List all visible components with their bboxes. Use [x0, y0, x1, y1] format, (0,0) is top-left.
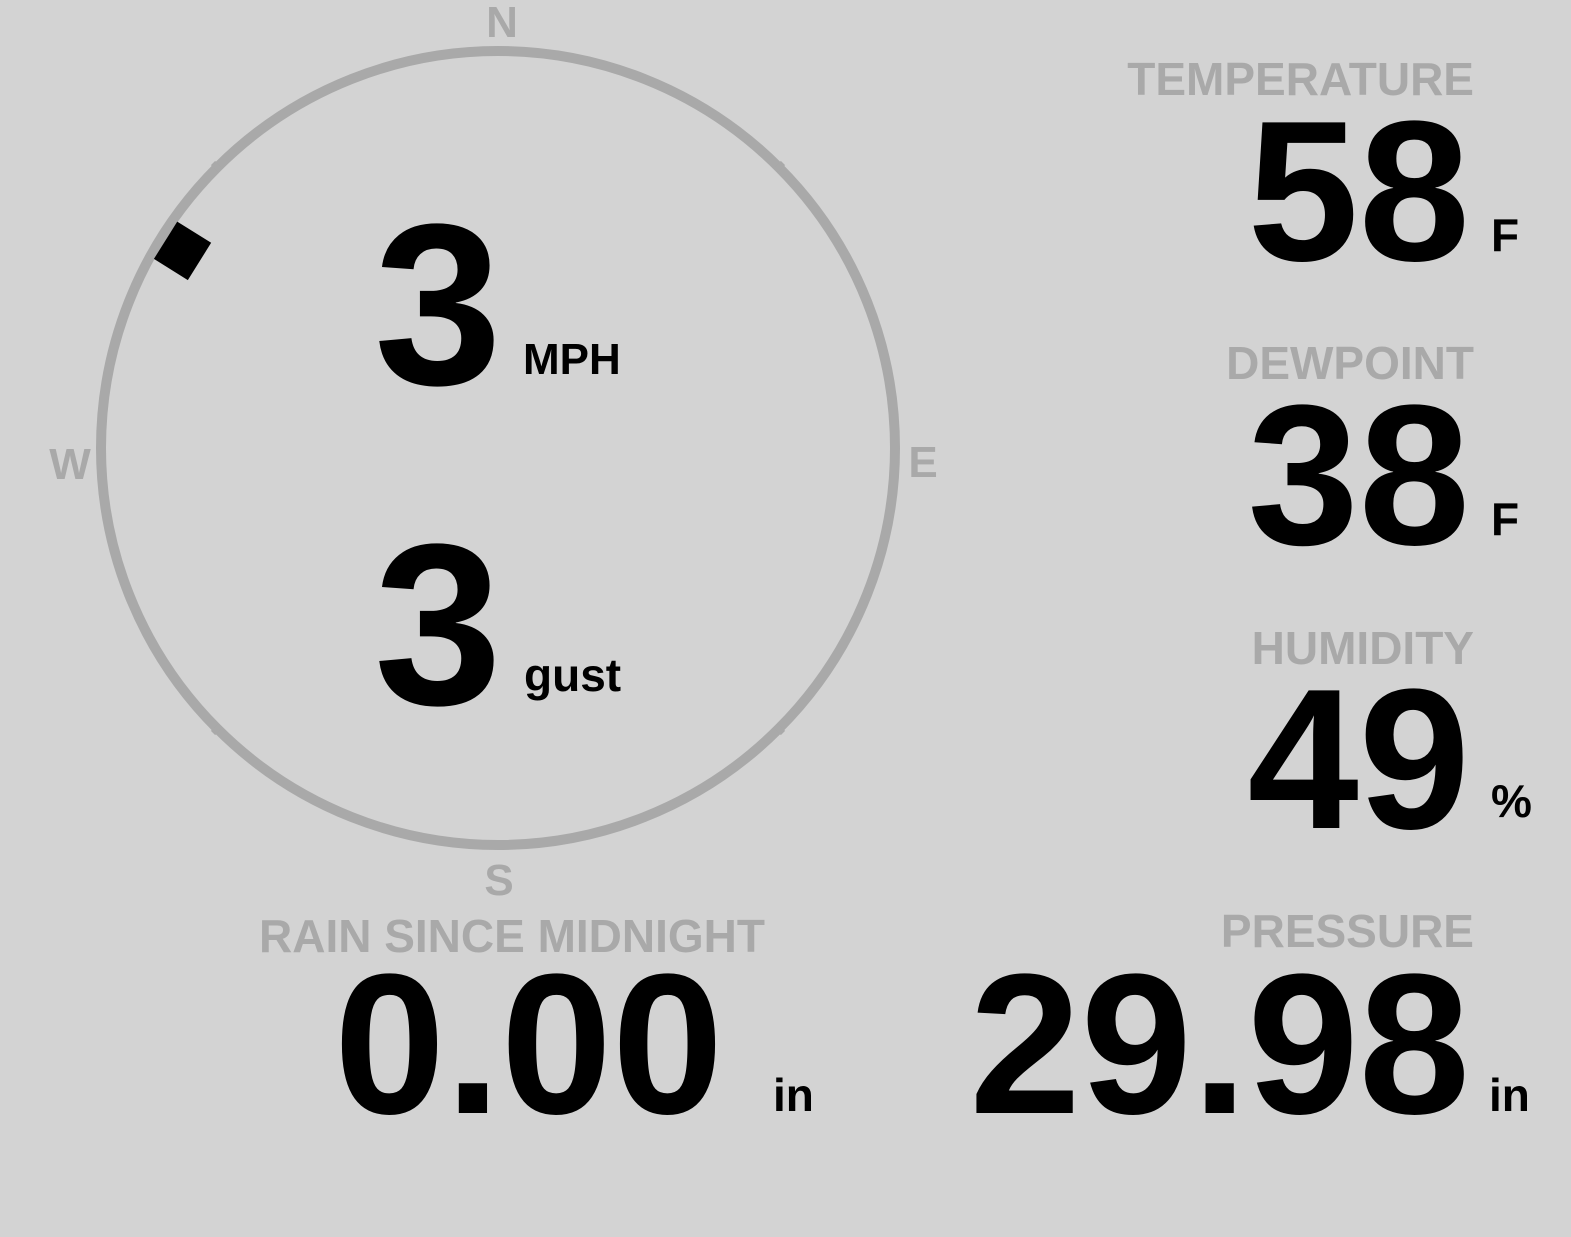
dewpoint-value: 38 [1247, 364, 1470, 587]
wind-gust-unit: gust [524, 649, 622, 701]
dewpoint-unit: F [1491, 493, 1520, 545]
compass-tick [773, 160, 786, 173]
rain-label: RAIN SINCE MIDNIGHT [259, 910, 765, 962]
temperature-value: 58 [1247, 80, 1470, 303]
compass-north-label: N [486, 0, 518, 47]
compass-tick [773, 723, 786, 736]
humidity-unit: % [1491, 775, 1532, 827]
wind-direction-marker [153, 221, 212, 281]
wind-speed-unit: MPH [523, 335, 621, 384]
compass-tick [210, 160, 223, 173]
compass-south-label: S [484, 856, 514, 905]
compass-ring [96, 46, 900, 850]
temperature-label: TEMPERATURE [1127, 53, 1474, 105]
pressure-value: 29.98 [969, 933, 1471, 1156]
wind-gust-value: 3 [374, 496, 502, 753]
temperature-unit: F [1491, 209, 1520, 261]
pressure-label: PRESSURE [1220, 905, 1474, 957]
rain-value: 0.00 [334, 933, 724, 1156]
wind-compass: N E S W 3 MPH 3 gust [0, 0, 1000, 905]
pressure-unit: in [1489, 1069, 1530, 1121]
compass-tick [210, 723, 223, 736]
dewpoint-label: DEWPOINT [1226, 337, 1474, 389]
compass-east-label: E [908, 438, 938, 487]
compass-west-label: W [49, 440, 91, 489]
rain-unit: in [773, 1069, 814, 1121]
humidity-label: HUMIDITY [1251, 622, 1474, 674]
humidity-value: 49 [1247, 648, 1470, 871]
wind-speed-value: 3 [374, 176, 502, 433]
